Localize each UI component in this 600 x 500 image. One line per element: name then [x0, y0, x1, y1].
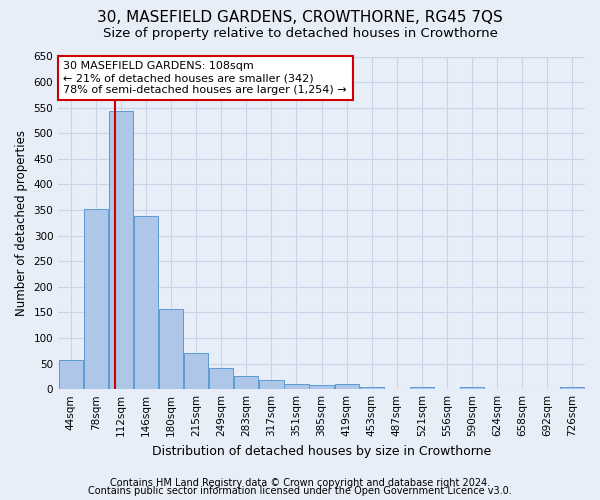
- Bar: [460, 386, 484, 389]
- Text: 30, MASEFIELD GARDENS, CROWTHORNE, RG45 7QS: 30, MASEFIELD GARDENS, CROWTHORNE, RG45 …: [97, 10, 503, 25]
- Bar: [109, 112, 133, 389]
- Text: Size of property relative to detached houses in Crowthorne: Size of property relative to detached ho…: [103, 28, 497, 40]
- Bar: [83, 208, 108, 389]
- Bar: [560, 386, 584, 389]
- Bar: [134, 216, 158, 389]
- Bar: [234, 376, 259, 389]
- Y-axis label: Number of detached properties: Number of detached properties: [15, 130, 28, 316]
- Bar: [209, 368, 233, 389]
- Bar: [359, 387, 384, 389]
- Text: Contains HM Land Registry data © Crown copyright and database right 2024.: Contains HM Land Registry data © Crown c…: [110, 478, 490, 488]
- Bar: [259, 380, 284, 389]
- Text: Contains public sector information licensed under the Open Government Licence v3: Contains public sector information licen…: [88, 486, 512, 496]
- Bar: [335, 384, 359, 389]
- Bar: [184, 354, 208, 389]
- Bar: [59, 360, 83, 389]
- X-axis label: Distribution of detached houses by size in Crowthorne: Distribution of detached houses by size …: [152, 444, 491, 458]
- Bar: [310, 385, 334, 389]
- Bar: [284, 384, 308, 389]
- Text: 30 MASEFIELD GARDENS: 108sqm
← 21% of detached houses are smaller (342)
78% of s: 30 MASEFIELD GARDENS: 108sqm ← 21% of de…: [64, 62, 347, 94]
- Bar: [410, 386, 434, 389]
- Bar: [159, 309, 183, 389]
